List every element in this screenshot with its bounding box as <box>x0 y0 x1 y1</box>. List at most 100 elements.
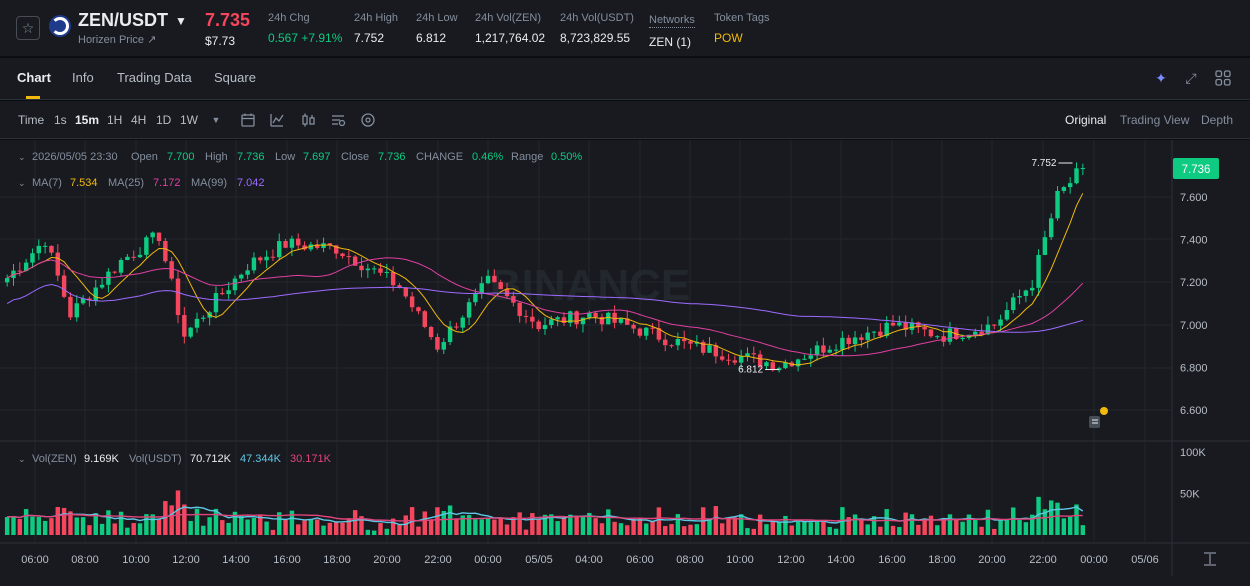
volume-bar <box>68 511 73 535</box>
timeframe-1w[interactable]: 1W <box>180 113 198 127</box>
volume-bar <box>776 522 782 535</box>
view-depth[interactable]: Depth <box>1201 113 1234 127</box>
candle-body <box>593 312 598 318</box>
ai-sparkle-icon[interactable]: ✦ <box>1155 70 1167 86</box>
timeframe-1s[interactable]: 1s <box>54 113 67 127</box>
candlestick-chart[interactable]: BINANCE ⌄ 2026/05/05 23:30 Open 7.700 Hi… <box>0 140 1250 586</box>
candle-body <box>713 345 719 357</box>
candle-body <box>884 322 889 336</box>
volume-bar <box>175 490 181 535</box>
candle-body <box>239 274 244 279</box>
chart-area[interactable]: BINANCE ⌄ 2026/05/05 23:30 Open 7.700 Hi… <box>0 140 1250 586</box>
candle-body <box>428 326 434 338</box>
volume-bar <box>435 507 440 535</box>
timeframe-time[interactable]: Time <box>18 113 45 127</box>
ma25-label: MA(25) <box>108 177 144 189</box>
candle-body <box>327 243 333 246</box>
tab-square[interactable]: Square <box>214 70 256 85</box>
volume-bar <box>555 521 560 535</box>
candle-body <box>125 256 130 260</box>
candle-body <box>783 362 788 369</box>
candle-body <box>87 298 92 301</box>
candle-body <box>264 256 269 261</box>
candle-body <box>270 256 276 258</box>
volume-bar <box>17 519 23 535</box>
candle-body <box>68 296 73 318</box>
vol-legend-caret-icon[interactable]: ⌄ <box>18 454 26 464</box>
candle-body <box>194 318 200 328</box>
candle-body <box>296 238 301 246</box>
volume-bar <box>207 517 212 535</box>
view-trading-view[interactable]: Trading View <box>1120 113 1190 127</box>
fullscreen-icon[interactable]: ⤢ <box>1185 70 1197 86</box>
view-original[interactable]: Original <box>1065 113 1107 127</box>
target-settings-icon[interactable] <box>360 112 376 128</box>
timeframe-dropdown-icon[interactable]: ▼ <box>211 115 221 125</box>
candle-body <box>36 245 42 254</box>
timeframe-15m[interactable]: 15m <box>75 113 100 127</box>
candle-body <box>1011 297 1016 311</box>
candle-body <box>928 329 934 337</box>
candle-body <box>574 311 579 325</box>
volume-bar <box>1030 514 1035 535</box>
candle-body <box>188 327 193 337</box>
calendar-icon[interactable] <box>240 112 256 128</box>
time-tick-label: 04:00 <box>575 554 603 566</box>
stat-value[interactable]: POW <box>714 31 743 45</box>
stat-label: 24h Low <box>416 12 458 24</box>
volume-bar <box>808 522 813 535</box>
candle-body <box>80 298 86 304</box>
scroll-to-end-icon[interactable] <box>1204 552 1216 566</box>
timeframe-4h[interactable]: 4H <box>131 113 147 127</box>
favorite-star-icon[interactable]: ☆ <box>16 16 40 40</box>
candle-body <box>580 317 586 325</box>
legend-close-label: Close <box>341 151 369 163</box>
volume-bar <box>55 507 60 535</box>
tab-chart[interactable]: Chart <box>17 70 51 85</box>
volume-bar <box>846 517 851 535</box>
legend-date: 2026/05/05 23:30 <box>32 151 118 163</box>
time-tick-label: 14:00 <box>827 554 855 566</box>
volume-bar <box>466 515 472 535</box>
active-tab-indicator <box>26 96 40 99</box>
candle-body <box>852 337 858 345</box>
volume-bar <box>947 514 953 535</box>
volume-bar <box>580 515 586 535</box>
ma7-line <box>6 193 1084 366</box>
symbol-dropdown-caret-icon[interactable]: ▼ <box>175 14 187 28</box>
tab-info[interactable]: Info <box>72 70 94 85</box>
volume-bar <box>909 514 915 535</box>
candle-body <box>738 356 744 363</box>
stat-value: 1,217,764.02 <box>475 31 546 45</box>
chart-settings-icon[interactable] <box>330 112 346 128</box>
symbol-title[interactable]: ZEN/USDT <box>78 10 168 30</box>
volume-bar <box>922 519 927 535</box>
legend-caret-icon[interactable]: ⌄ <box>18 152 26 162</box>
volume-bar <box>789 525 794 535</box>
candle-body <box>283 241 288 248</box>
stat-label: 24h Chg <box>268 12 310 24</box>
layout-grid-icon[interactable] <box>1215 70 1231 86</box>
timeframe-1h[interactable]: 1H <box>107 113 123 127</box>
ma-legend-caret-icon[interactable]: ⌄ <box>18 178 26 188</box>
price-tick-label: 6.600 <box>1180 405 1208 417</box>
volume-bar <box>258 515 263 535</box>
candle-body <box>245 270 250 275</box>
coin-price-link[interactable]: Horizen Price ↗ <box>78 34 157 46</box>
candle-body <box>314 244 320 248</box>
notice-icon[interactable] <box>1089 407 1108 428</box>
timeframe-1d[interactable]: 1D <box>156 113 172 127</box>
stat-networks[interactable]: Networks ZEN (1) <box>649 12 695 49</box>
candle-type-icon[interactable] <box>300 112 316 128</box>
volume-bar <box>878 526 883 535</box>
stat-label: 24h High <box>354 12 399 24</box>
legend-low: 7.697 <box>303 151 331 163</box>
volume-bar <box>795 520 801 535</box>
volume-bar <box>106 510 111 535</box>
stat-label: 24h Vol(ZEN) <box>475 12 542 24</box>
time-tick-label: 12:00 <box>172 554 200 566</box>
stat-value: 8,723,829.55 <box>560 31 631 45</box>
tab-trading-data[interactable]: Trading Data <box>117 70 192 85</box>
candle-body <box>973 331 978 335</box>
indicators-icon[interactable] <box>269 112 285 128</box>
